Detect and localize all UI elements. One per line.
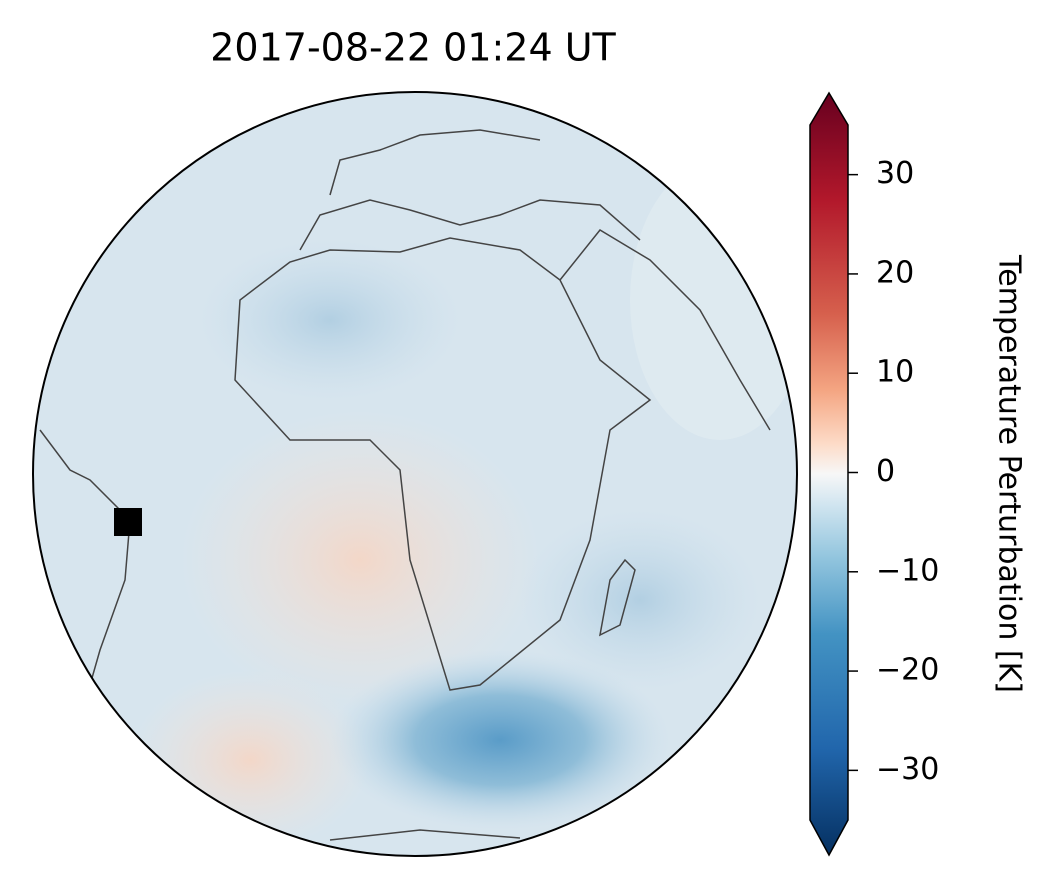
globe: [33, 92, 797, 856]
globe-outline: [32, 91, 798, 857]
colorbar-tick-label: −10: [876, 553, 939, 588]
colorbar-body: [809, 91, 849, 857]
colorbar-tick-label: −30: [876, 752, 939, 787]
colorbar: [809, 91, 849, 857]
colorbar-tick-label: 30: [876, 156, 914, 191]
title: 2017-08-22 01:24 UT: [210, 26, 616, 70]
marker: [114, 508, 142, 536]
colorbar-tick-label: 20: [876, 255, 914, 290]
colorbar-tick-label: −20: [876, 653, 939, 688]
colorbar-tick-label: 10: [876, 355, 914, 390]
colorbar-label: Temperature Perturbation [K]: [992, 254, 1027, 693]
colorbar-tick-label: 0: [876, 454, 895, 489]
